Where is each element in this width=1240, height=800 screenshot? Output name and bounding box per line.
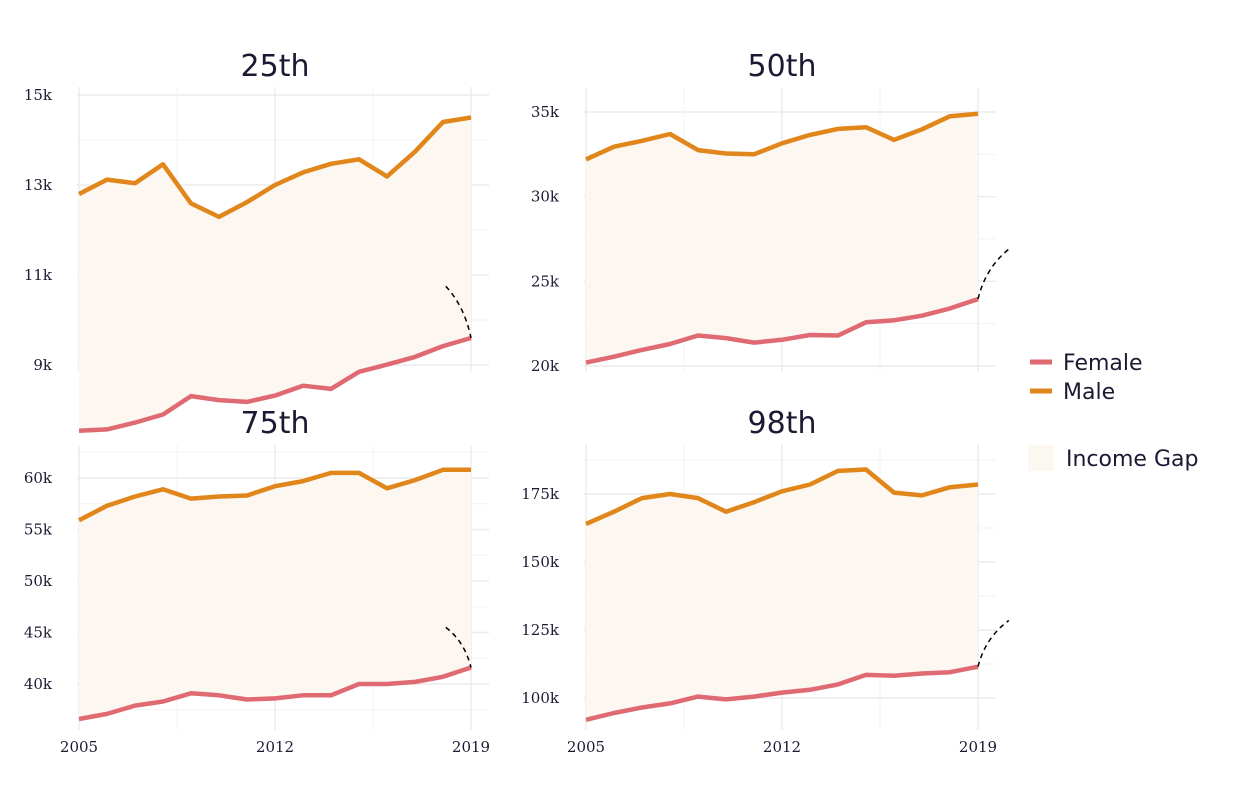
- y-tick-label: 125k: [521, 621, 560, 639]
- y-tick-label: 150k: [521, 553, 560, 571]
- y-tick-label: 50k: [24, 572, 53, 590]
- y-tick-label: 25k: [531, 272, 560, 290]
- income-gap-ribbon: [586, 469, 978, 720]
- legend-item-income-gap: Income Gap: [1028, 445, 1198, 472]
- y-tick-label: 45k: [24, 624, 53, 642]
- female-line: [78, 665, 472, 722]
- income-gap-ribbon: [79, 469, 471, 719]
- y-tick-label: 40k: [24, 675, 53, 693]
- panel-title: 25th: [241, 49, 310, 84]
- income-gap-ribbon: [79, 117, 471, 431]
- legend-fill-swatch: [1028, 445, 1054, 471]
- x-tick-label: 2019: [959, 738, 997, 756]
- y-tick-label: 30k: [531, 188, 560, 206]
- x-tick-label: 2005: [60, 738, 98, 756]
- male-line: [77, 115, 472, 220]
- y-tick-label: 15k: [24, 86, 53, 104]
- legend: Female Male Income Gap: [1028, 351, 1198, 472]
- panels-layer: 25th 9k 11k 13k 15k 50th 20k 25k 30k 35k 75th 40k 45…: [24, 49, 1010, 756]
- y-tick-label: 11k: [24, 266, 53, 284]
- y-tick-label: 9k: [33, 356, 53, 374]
- y-tick-label: 100k: [521, 689, 560, 707]
- legend-item-female: Female: [1030, 351, 1143, 376]
- dashed-annotation-arc: [977, 619, 1010, 667]
- y-tick-label: 175k: [521, 485, 560, 503]
- y-tick-label: 60k: [24, 469, 53, 487]
- y-tick-label: 35k: [531, 103, 560, 121]
- y-tick-label: 13k: [24, 176, 53, 194]
- male-line: [77, 467, 471, 523]
- x-tick-label: 2019: [452, 738, 490, 756]
- y-tick-label: 55k: [24, 521, 53, 539]
- male-line: [585, 467, 979, 526]
- panel-98th: 98th 100k 125k 150k 175k 2005 2012 2019: [521, 406, 1010, 756]
- legend-label: Income Gap: [1066, 447, 1198, 472]
- legend-label: Female: [1063, 351, 1143, 376]
- dashed-annotation-arc: [445, 626, 472, 668]
- y-tick-label: 20k: [531, 357, 560, 375]
- panel-title: 50th: [748, 49, 817, 84]
- income-gap-ribbon: [586, 113, 978, 363]
- panel-75th: 75th 40k 45k 50k 55k 60k 2005 2012 2019: [24, 406, 490, 756]
- female-line: [78, 335, 472, 433]
- x-tick-label: 2012: [256, 738, 294, 756]
- x-tick-label: 2012: [763, 738, 801, 756]
- female-line: [585, 664, 979, 722]
- dashed-annotation-arc: [445, 285, 472, 339]
- legend-item-male: Male: [1030, 380, 1115, 405]
- legend-label: Male: [1063, 380, 1115, 405]
- panel-25th: 25th 9k 11k 13k 15k: [24, 49, 489, 433]
- dashed-annotation-arc: [977, 248, 1010, 300]
- panel-title: 98th: [748, 406, 817, 441]
- panel-title: 75th: [241, 406, 310, 441]
- female-line: [585, 296, 979, 365]
- panel-50th: 50th 20k 25k 30k 35k: [531, 49, 1010, 375]
- x-tick-label: 2005: [567, 738, 605, 756]
- male-line: [585, 111, 979, 162]
